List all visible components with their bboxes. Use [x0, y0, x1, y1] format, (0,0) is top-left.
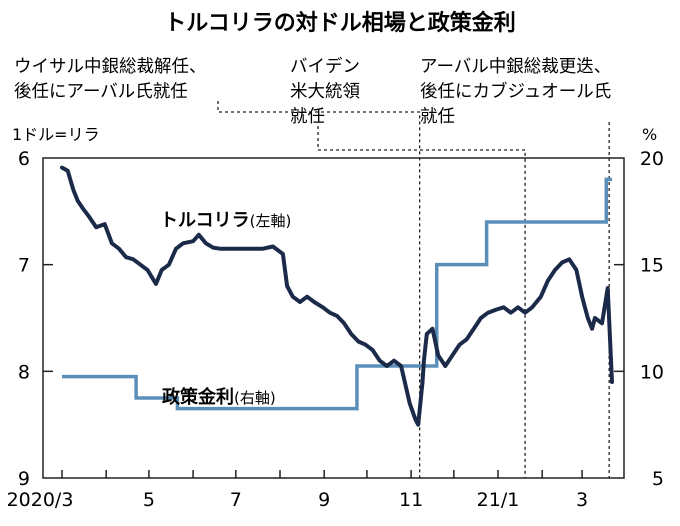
lira-series-label: トルコリラ(左軸): [160, 210, 291, 231]
policy-rate-line: [62, 177, 612, 411]
left-axis-unit: 1ドル=リラ: [12, 125, 100, 144]
annotation-line: ウイサル中銀総裁解任、: [14, 57, 207, 77]
annotation-guide: [317, 126, 526, 478]
annotation-text: アーバル中銀総裁更迭、後任にカブジュオール氏就任: [420, 57, 611, 127]
annotation-line: 就任: [420, 107, 455, 127]
right-tick-label: 15: [640, 255, 664, 277]
x-tick-label: 11: [399, 489, 423, 511]
lira-line: [60, 165, 614, 427]
annotation-line: バイデン: [290, 56, 360, 77]
x-tick-label: 2020/3: [7, 489, 74, 511]
right-tick-label: 5: [652, 468, 664, 490]
x-tick-label: 3: [576, 489, 588, 511]
annotation-text: ウイサル中銀総裁解任、後任にアーバル氏就任: [14, 57, 207, 102]
left-axis: 6 7 8 9: [18, 148, 53, 490]
annotation-text: バイデン米大統領就任: [290, 56, 360, 127]
annotation-line: 後任にアーバル氏就任: [14, 82, 188, 102]
left-tick-label: 6: [18, 148, 30, 170]
left-tick-label: 8: [18, 361, 30, 383]
x-tick-label: 21/1: [477, 489, 520, 511]
x-axis: 2020/3 5 7 9 11 21/1 3: [7, 470, 588, 511]
rate-series-axis-note: (右軸): [234, 389, 276, 407]
x-tick-label: 9: [318, 489, 330, 511]
right-axis: 20 15 10 5: [614, 148, 664, 490]
right-tick-label: 10: [640, 361, 664, 383]
left-tick-label: 9: [18, 468, 30, 490]
left-tick-label: 7: [18, 255, 30, 277]
x-tick-label: 7: [230, 489, 242, 511]
lira-series-axis-note: (左軸): [250, 212, 292, 230]
rate-series-label: 政策金利(右軸): [162, 386, 276, 408]
annotation-line: アーバル中銀総裁更迭、: [420, 57, 611, 77]
annotation-line: 米大統領: [290, 82, 360, 102]
x-tick-label: 5: [143, 489, 155, 511]
chart-title: トルコリラの対ドル相場と政策金利: [164, 10, 516, 36]
right-axis-unit: %: [642, 125, 657, 144]
plot-area: [42, 157, 625, 479]
lira-series-name: トルコリラ: [160, 210, 250, 231]
guide-lines: [217, 101, 610, 478]
annotations: ウイサル中銀総裁解任、後任にアーバル氏就任バイデン米大統領就任アーバル中銀総裁更…: [14, 56, 611, 127]
rate-series-name: 政策金利: [162, 386, 234, 408]
right-tick-label: 20: [640, 148, 664, 170]
annotation-line: 後任にカブジュオール氏: [420, 81, 611, 102]
annotation-line: 就任: [290, 107, 325, 127]
